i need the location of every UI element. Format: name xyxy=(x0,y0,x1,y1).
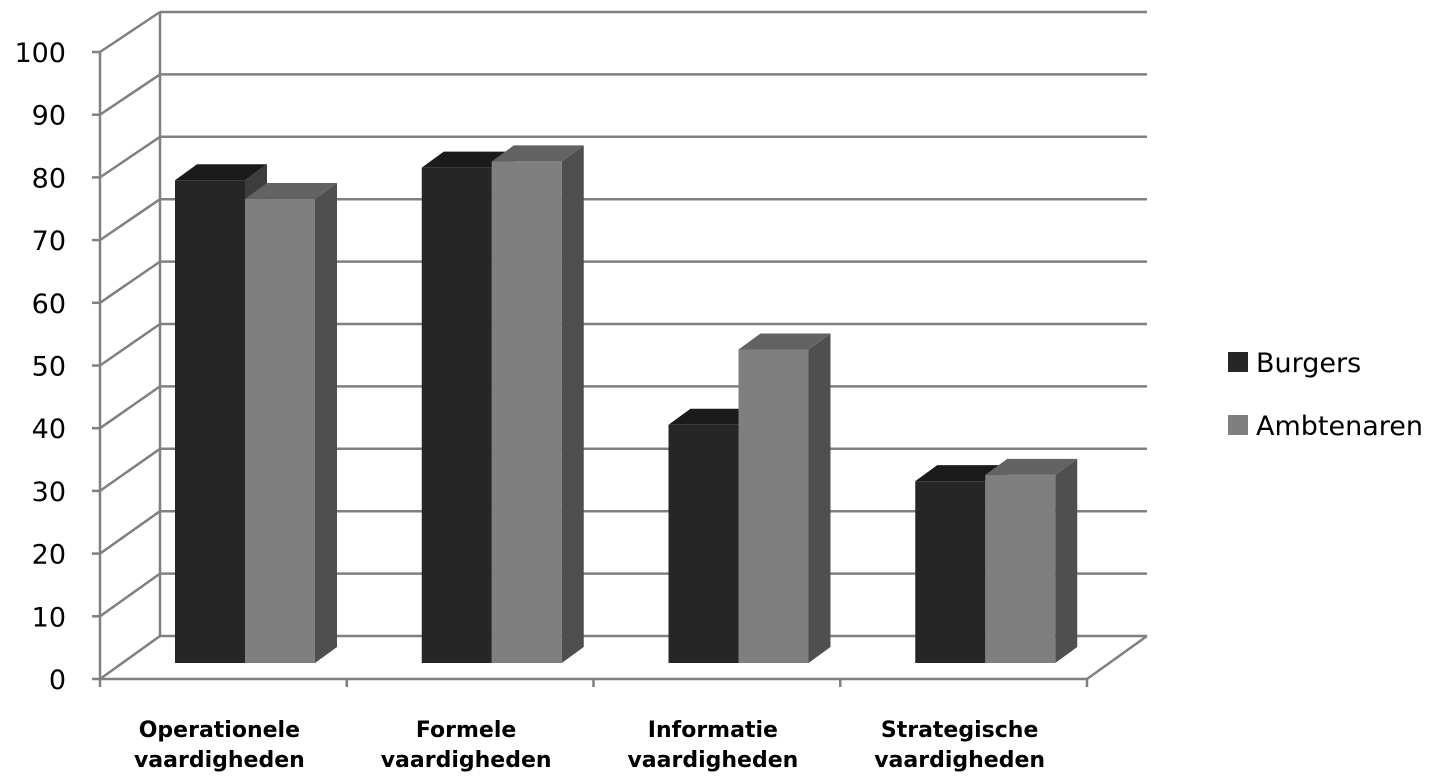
y-tick-label: 10 xyxy=(32,602,66,633)
bar xyxy=(245,183,337,663)
x-category-label: Informatie xyxy=(648,718,778,743)
gridline-diagonal xyxy=(99,10,161,54)
bar-top xyxy=(421,151,514,168)
bar-top xyxy=(491,145,584,162)
x-category-label: Strategische xyxy=(881,718,1039,743)
bar xyxy=(985,458,1078,663)
bar xyxy=(738,333,831,663)
y-tick-label: 90 xyxy=(32,101,66,132)
x-category-label: vaardigheden xyxy=(381,748,552,773)
x-category-label: Operationele xyxy=(139,718,300,743)
y-tick-label: 70 xyxy=(32,226,66,257)
y-tick-label: 100 xyxy=(14,38,66,69)
bar-side xyxy=(808,333,831,663)
bar-front xyxy=(245,199,315,663)
gridline-diagonal xyxy=(99,322,161,367)
bar-front xyxy=(738,349,809,663)
bars-layer xyxy=(175,145,1078,664)
y-axis-tick-labels: 0 10 20 30 40 50 60 70 80 90 100 xyxy=(14,38,66,696)
gridline-diagonal xyxy=(99,447,161,492)
y-tick-label: 80 xyxy=(32,163,66,194)
legend-label-burgers: Burgers xyxy=(1256,348,1361,379)
bar-side xyxy=(315,183,337,663)
bar-front xyxy=(175,180,245,663)
gridline-diagonal xyxy=(99,73,161,116)
bar-top xyxy=(668,408,761,425)
gridline-diagonal xyxy=(99,385,161,430)
gridline-diagonal xyxy=(99,260,161,304)
bar-top xyxy=(175,164,267,181)
bar-top xyxy=(738,333,831,350)
y-tick-label: 40 xyxy=(32,414,66,445)
legend-swatch-burgers xyxy=(1228,352,1248,372)
gridline-diagonal xyxy=(99,135,161,179)
floor-right-edge xyxy=(1086,634,1148,681)
bar-top xyxy=(915,465,1008,482)
x-category-label: vaardigheden xyxy=(874,748,1045,773)
y-tick-label: 60 xyxy=(32,289,66,320)
legend-label-ambtenaren: Ambtenaren xyxy=(1256,411,1423,442)
x-category-label: vaardigheden xyxy=(134,748,305,773)
x-category-label: Formele xyxy=(416,718,516,743)
bar-front xyxy=(985,474,1056,663)
gridline-diagonal xyxy=(99,572,161,618)
legend: Burgers Ambtenaren xyxy=(1228,348,1423,442)
bar-front xyxy=(915,481,986,663)
gridline-diagonal xyxy=(99,510,161,555)
y-tick-label: 0 xyxy=(49,665,66,696)
y-tick-label: 20 xyxy=(32,540,66,571)
x-category-label: vaardigheden xyxy=(627,748,798,773)
bar-front xyxy=(421,167,492,664)
gridline-diagonal xyxy=(99,634,161,681)
bar-side xyxy=(561,145,584,663)
bar xyxy=(491,145,584,663)
bar-top xyxy=(985,458,1078,475)
y-tick-label: 30 xyxy=(32,477,66,508)
bar-front xyxy=(491,161,562,663)
y-tick-label: 50 xyxy=(32,352,66,383)
bar-top xyxy=(245,183,337,200)
gridline-diagonal xyxy=(99,198,161,242)
bar-front xyxy=(668,424,739,663)
legend-swatch-ambtenaren xyxy=(1228,415,1248,435)
bar-side xyxy=(1055,458,1078,663)
x-axis-category-labels: Operationele vaardigheden Formele vaardighe… xyxy=(134,718,1045,773)
